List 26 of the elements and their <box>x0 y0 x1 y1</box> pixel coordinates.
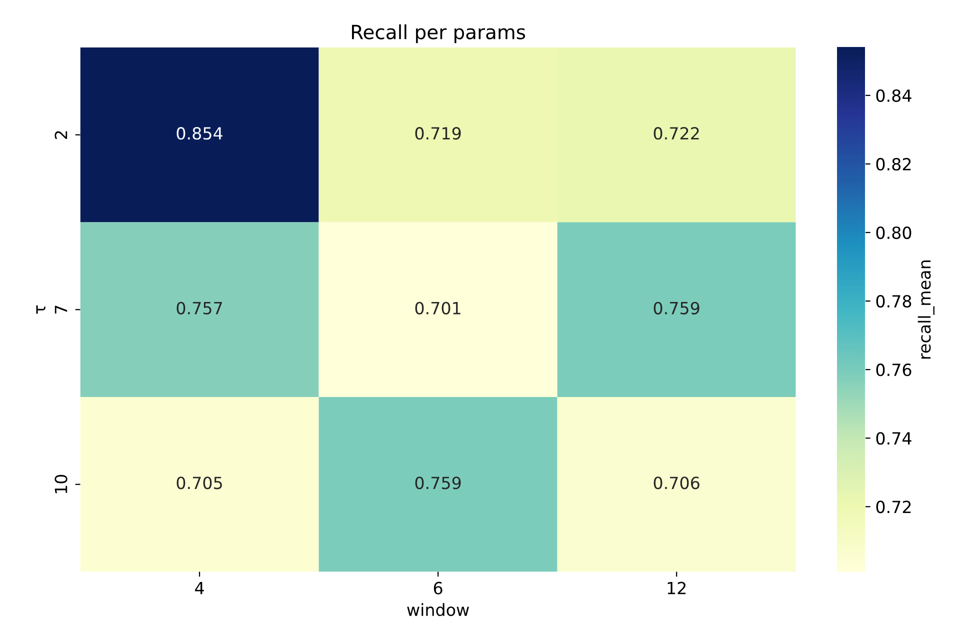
color-bar-label: 0.82 <box>876 158 911 171</box>
y-tick-label: 10 <box>54 474 68 494</box>
color-bar-title: recall_mean <box>918 260 934 359</box>
y-tick-label: 2 <box>54 131 68 139</box>
data-label: 0.701 <box>415 302 460 314</box>
data-label: 0.757 <box>176 302 222 314</box>
data-label: 0.759 <box>654 302 700 314</box>
color-bar-label: 0.80 <box>876 226 912 240</box>
color-bar-label: 0.76 <box>876 364 912 376</box>
data-label: 0.759 <box>415 476 461 490</box>
x-tick-label: 12 <box>668 582 686 594</box>
y-tick-label: 7 <box>54 306 68 314</box>
data-label: 0.722 <box>654 127 699 140</box>
color-bar-label: 0.84 <box>876 89 912 102</box>
data-label: 0.719 <box>415 127 461 140</box>
x-axis-title: window <box>407 603 469 616</box>
color-bar-label: 0.74 <box>876 432 912 445</box>
color-bar-label: 0.78 <box>876 295 912 308</box>
color-bar-label: 0.72 <box>876 500 911 514</box>
chart-title: Recall per params <box>352 24 526 44</box>
data-label: 0.854 <box>176 127 222 140</box>
y-axis-title: τ <box>36 305 46 314</box>
x-tick-label: 4 <box>195 582 204 594</box>
data-label: 0.705 <box>176 476 222 490</box>
data-label: 0.706 <box>654 476 700 490</box>
x-tick-label: 6 <box>434 582 442 594</box>
